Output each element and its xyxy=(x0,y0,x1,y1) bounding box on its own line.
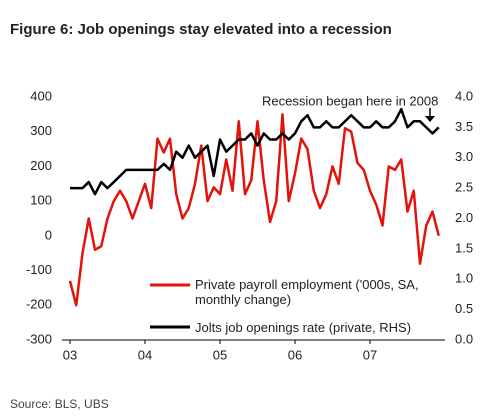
y2-tick-label: 0.5 xyxy=(455,301,473,316)
y-tick-label: 300 xyxy=(30,123,52,138)
legend-label: Jolts job openings rate (private, RHS) xyxy=(195,320,412,335)
annotation: Recession began here in 2008 xyxy=(262,93,438,108)
y-tick-label: -200 xyxy=(26,297,52,312)
x-tick-label: 03 xyxy=(63,347,77,362)
y2-tick-label: 3.0 xyxy=(455,149,473,164)
series-line xyxy=(68,113,440,307)
y2-tick-label: 1.0 xyxy=(455,271,473,286)
y2-tick-label: 2.5 xyxy=(455,180,473,195)
x-tick-label: 05 xyxy=(213,347,227,362)
y-tick-label: -300 xyxy=(26,331,52,346)
y-tick-label: -100 xyxy=(26,262,52,277)
y2-tick-label: 0.0 xyxy=(455,331,473,346)
y-tick-label: 100 xyxy=(30,193,52,208)
y2-tick-label: 1.5 xyxy=(455,240,473,255)
x-tick-label: 04 xyxy=(138,347,152,362)
y2-tick-label: 3.5 xyxy=(455,119,473,134)
x-tick-label: 06 xyxy=(288,347,302,362)
annotation-arrowhead xyxy=(425,116,435,122)
y-tick-label: 200 xyxy=(30,158,52,173)
source: Source: BLS, UBS xyxy=(10,397,109,411)
chart-title: Figure 6: Job openings stay elevated int… xyxy=(10,21,392,38)
y-tick-label: 400 xyxy=(30,88,52,103)
y2-tick-label: 4.0 xyxy=(455,88,473,103)
series-line xyxy=(70,107,440,196)
legend-label: Private payroll employment ('000s, SA, m… xyxy=(195,277,419,307)
y-tick-label: 0 xyxy=(45,227,52,242)
x-tick-label: 07 xyxy=(363,347,377,362)
y2-tick-label: 2.0 xyxy=(455,210,473,225)
